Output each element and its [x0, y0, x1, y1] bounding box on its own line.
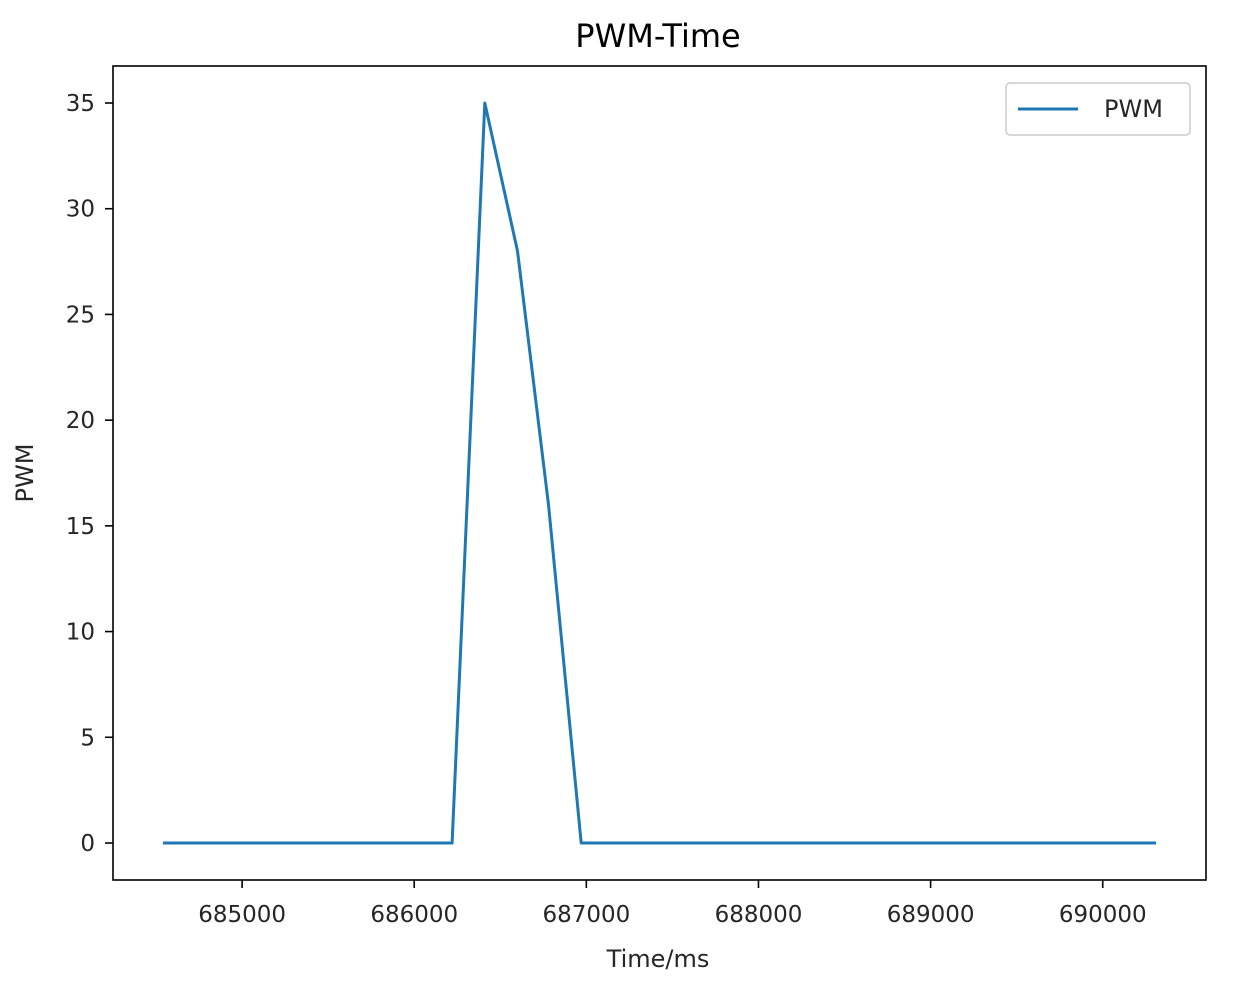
x-tick-label: 687000	[542, 902, 630, 928]
y-axis-ticks: 0 5 10 15 20 25 30 35	[66, 91, 113, 857]
x-tick-label: 690000	[1059, 902, 1147, 928]
y-tick-label: 35	[66, 91, 95, 117]
y-tick-label: 0	[80, 831, 95, 857]
series-layer	[162, 101, 1157, 845]
y-tick-label: 20	[66, 408, 95, 434]
series-line-pwm	[162, 101, 1157, 845]
legend: PWM	[1005, 82, 1191, 136]
y-tick-label: 15	[66, 514, 95, 540]
x-tick-label: 689000	[887, 902, 975, 928]
x-axis-label: Time/ms	[606, 945, 710, 973]
plot-frame	[112, 65, 1207, 881]
y-tick-label: 5	[80, 725, 95, 751]
y-tick-label: 25	[66, 302, 95, 328]
legend-box	[1005, 82, 1191, 136]
x-tick-label: 688000	[715, 902, 803, 928]
x-tick-label: 685000	[198, 902, 286, 928]
chart-title: PWM-Time	[575, 17, 740, 55]
legend-label-pwm: PWM	[1104, 95, 1163, 123]
y-tick-label: 30	[66, 197, 95, 223]
x-tick-label: 686000	[370, 902, 458, 928]
x-axis-ticks: 685000 686000 687000 688000 689000 690000	[198, 880, 1147, 928]
y-axis-label: PWM	[11, 444, 39, 503]
y-tick-label: 10	[66, 620, 95, 646]
